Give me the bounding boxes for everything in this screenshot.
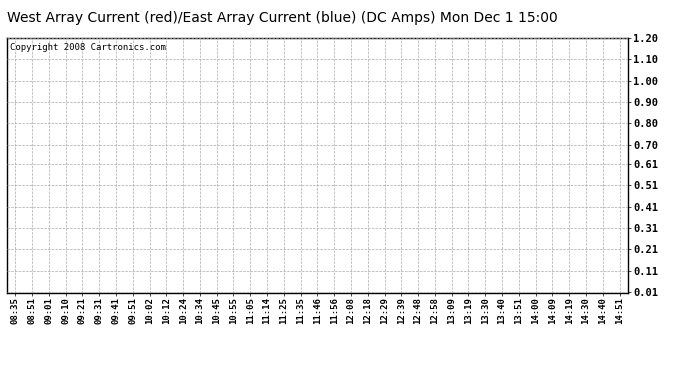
Text: West Array Current (red)/East Array Current (blue) (DC Amps) Mon Dec 1 15:00: West Array Current (red)/East Array Curr… bbox=[7, 11, 558, 25]
Text: Copyright 2008 Cartronics.com: Copyright 2008 Cartronics.com bbox=[10, 43, 166, 52]
